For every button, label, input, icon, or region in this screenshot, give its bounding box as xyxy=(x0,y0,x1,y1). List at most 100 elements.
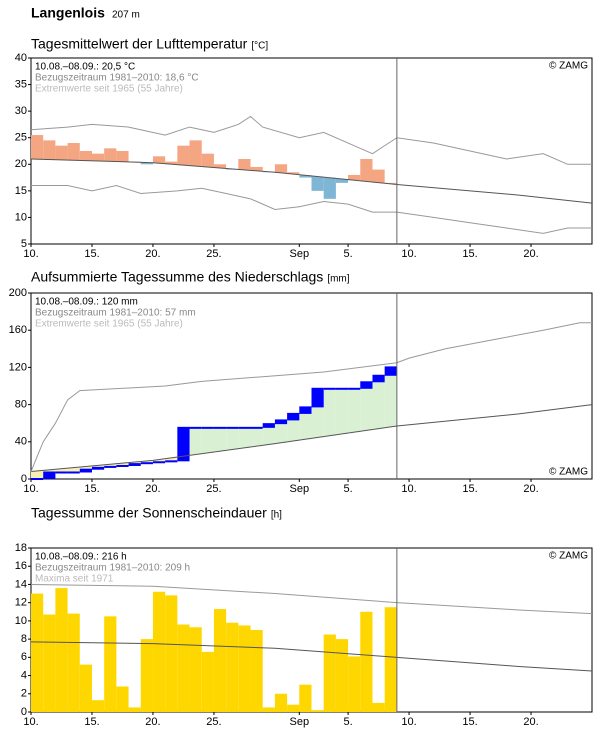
x-tick-label: 15. xyxy=(462,483,477,495)
daily-step xyxy=(43,471,55,479)
x-tick-label: 20. xyxy=(523,248,538,260)
sun-bar xyxy=(43,615,55,712)
daily-step xyxy=(31,478,43,480)
daily-step xyxy=(336,388,348,390)
daily-step xyxy=(287,413,299,421)
x-tick-label: 15. xyxy=(462,248,477,260)
daily-step xyxy=(214,427,226,429)
anomaly-fill xyxy=(202,428,214,453)
daily-step xyxy=(324,388,336,390)
sun-bar xyxy=(104,616,116,712)
x-tick-label: 15. xyxy=(84,248,99,260)
x-tick-label: 10. xyxy=(23,483,38,495)
temp-bar xyxy=(202,154,214,167)
y-tick-label: 8 xyxy=(21,633,27,645)
temp-bar xyxy=(324,178,336,199)
panel-title: Tagessumme der Sonnenscheindauer xyxy=(31,505,267,521)
annotation: Bezugszeitraum 1981–2010: 209 h xyxy=(35,563,190,574)
temp-bar xyxy=(43,140,55,159)
daily-step xyxy=(165,460,177,462)
panel-unit: [h] xyxy=(271,510,282,521)
temp-bar xyxy=(55,146,67,160)
daily-step xyxy=(372,375,384,383)
y-tick-label: 18 xyxy=(15,542,27,554)
x-tick-label: 25. xyxy=(206,248,221,260)
sun-bar xyxy=(129,707,141,712)
temp-bar xyxy=(372,170,384,183)
daily-step xyxy=(238,427,250,429)
anomaly-fill xyxy=(226,428,238,450)
x-tick-label: 20. xyxy=(523,483,538,495)
daily-step xyxy=(275,419,287,424)
temp-bar xyxy=(92,154,104,161)
temp-bar xyxy=(360,159,372,181)
y-tick-label: 30 xyxy=(15,105,27,117)
anomaly-fill xyxy=(324,389,336,436)
daily-step xyxy=(299,406,311,414)
temp-bar xyxy=(275,164,287,173)
sun-bar xyxy=(372,703,384,712)
x-tick-label: Sep xyxy=(290,248,310,260)
y-tick-label: 12 xyxy=(15,597,27,609)
sun-bar xyxy=(177,625,189,712)
x-tick-label: 10. xyxy=(401,483,416,495)
sun-bar xyxy=(68,614,80,712)
daily-step xyxy=(202,427,214,429)
annotation: 10.08.–08.09.: 216 h xyxy=(35,552,127,563)
sun-bar xyxy=(190,627,202,712)
sun-bar xyxy=(287,705,299,712)
sun-bar xyxy=(336,639,348,712)
y-tick-label: 160 xyxy=(9,324,27,336)
temp-bar xyxy=(238,159,250,170)
daily-step xyxy=(129,463,141,466)
x-tick-label: 15. xyxy=(84,483,99,495)
daily-step xyxy=(68,471,80,473)
x-tick-label: 20. xyxy=(145,716,160,728)
sun-bar xyxy=(348,656,360,712)
panel-unit: [mm] xyxy=(327,274,349,285)
y-tick-label: 40 xyxy=(15,52,27,64)
anomaly-fill xyxy=(214,428,226,451)
panel-unit: [°C] xyxy=(251,41,268,52)
daily-step xyxy=(141,462,153,464)
annotation: Bezugszeitraum 1981–2010: 18,6 °C xyxy=(35,73,199,84)
y-tick-label: 200 xyxy=(9,287,27,299)
station: Langenlois xyxy=(31,5,105,21)
annotation: Extremwerte seit 1965 (55 Jahre) xyxy=(35,319,183,330)
sun-bar xyxy=(214,609,226,712)
sun-bar xyxy=(263,707,275,712)
x-tick-label: 10. xyxy=(23,248,38,260)
y-tick-label: 80 xyxy=(15,399,27,411)
daily-step xyxy=(55,471,67,473)
daily-step xyxy=(80,469,92,473)
anomaly-fill xyxy=(348,389,360,432)
annotation: Extremwerte seit 1965 (55 Jahre) xyxy=(35,84,183,95)
x-tick-label: 10. xyxy=(401,248,416,260)
x-tick-label: 5. xyxy=(343,483,352,495)
sun-bar xyxy=(385,607,397,712)
anomaly-fill xyxy=(251,428,263,446)
anomaly-fill xyxy=(31,471,43,479)
x-tick-label: Sep xyxy=(290,716,310,728)
y-tick-label: 6 xyxy=(21,651,27,663)
daily-step xyxy=(116,465,128,467)
anomaly-fill xyxy=(372,376,384,429)
temp-bar xyxy=(31,135,43,159)
daily-step xyxy=(312,388,324,408)
x-tick-label: 20. xyxy=(145,248,160,260)
x-tick-label: 25. xyxy=(206,716,221,728)
daily-step xyxy=(360,381,372,389)
anomaly-fill xyxy=(336,389,348,434)
y-tick-label: 10 xyxy=(15,615,27,627)
anomaly-fill xyxy=(190,428,202,455)
sun-bar xyxy=(299,685,311,712)
panel-title: Tagesmittelwert der Lufttemperatur xyxy=(31,36,248,52)
x-tick-label: 25. xyxy=(206,483,221,495)
sun-bar xyxy=(116,686,128,712)
daily-step xyxy=(104,466,116,468)
anomaly-fill xyxy=(238,428,250,448)
y-tick-label: 14 xyxy=(15,578,27,590)
y-tick-label: 25 xyxy=(15,132,27,144)
sun-bar xyxy=(153,592,165,712)
